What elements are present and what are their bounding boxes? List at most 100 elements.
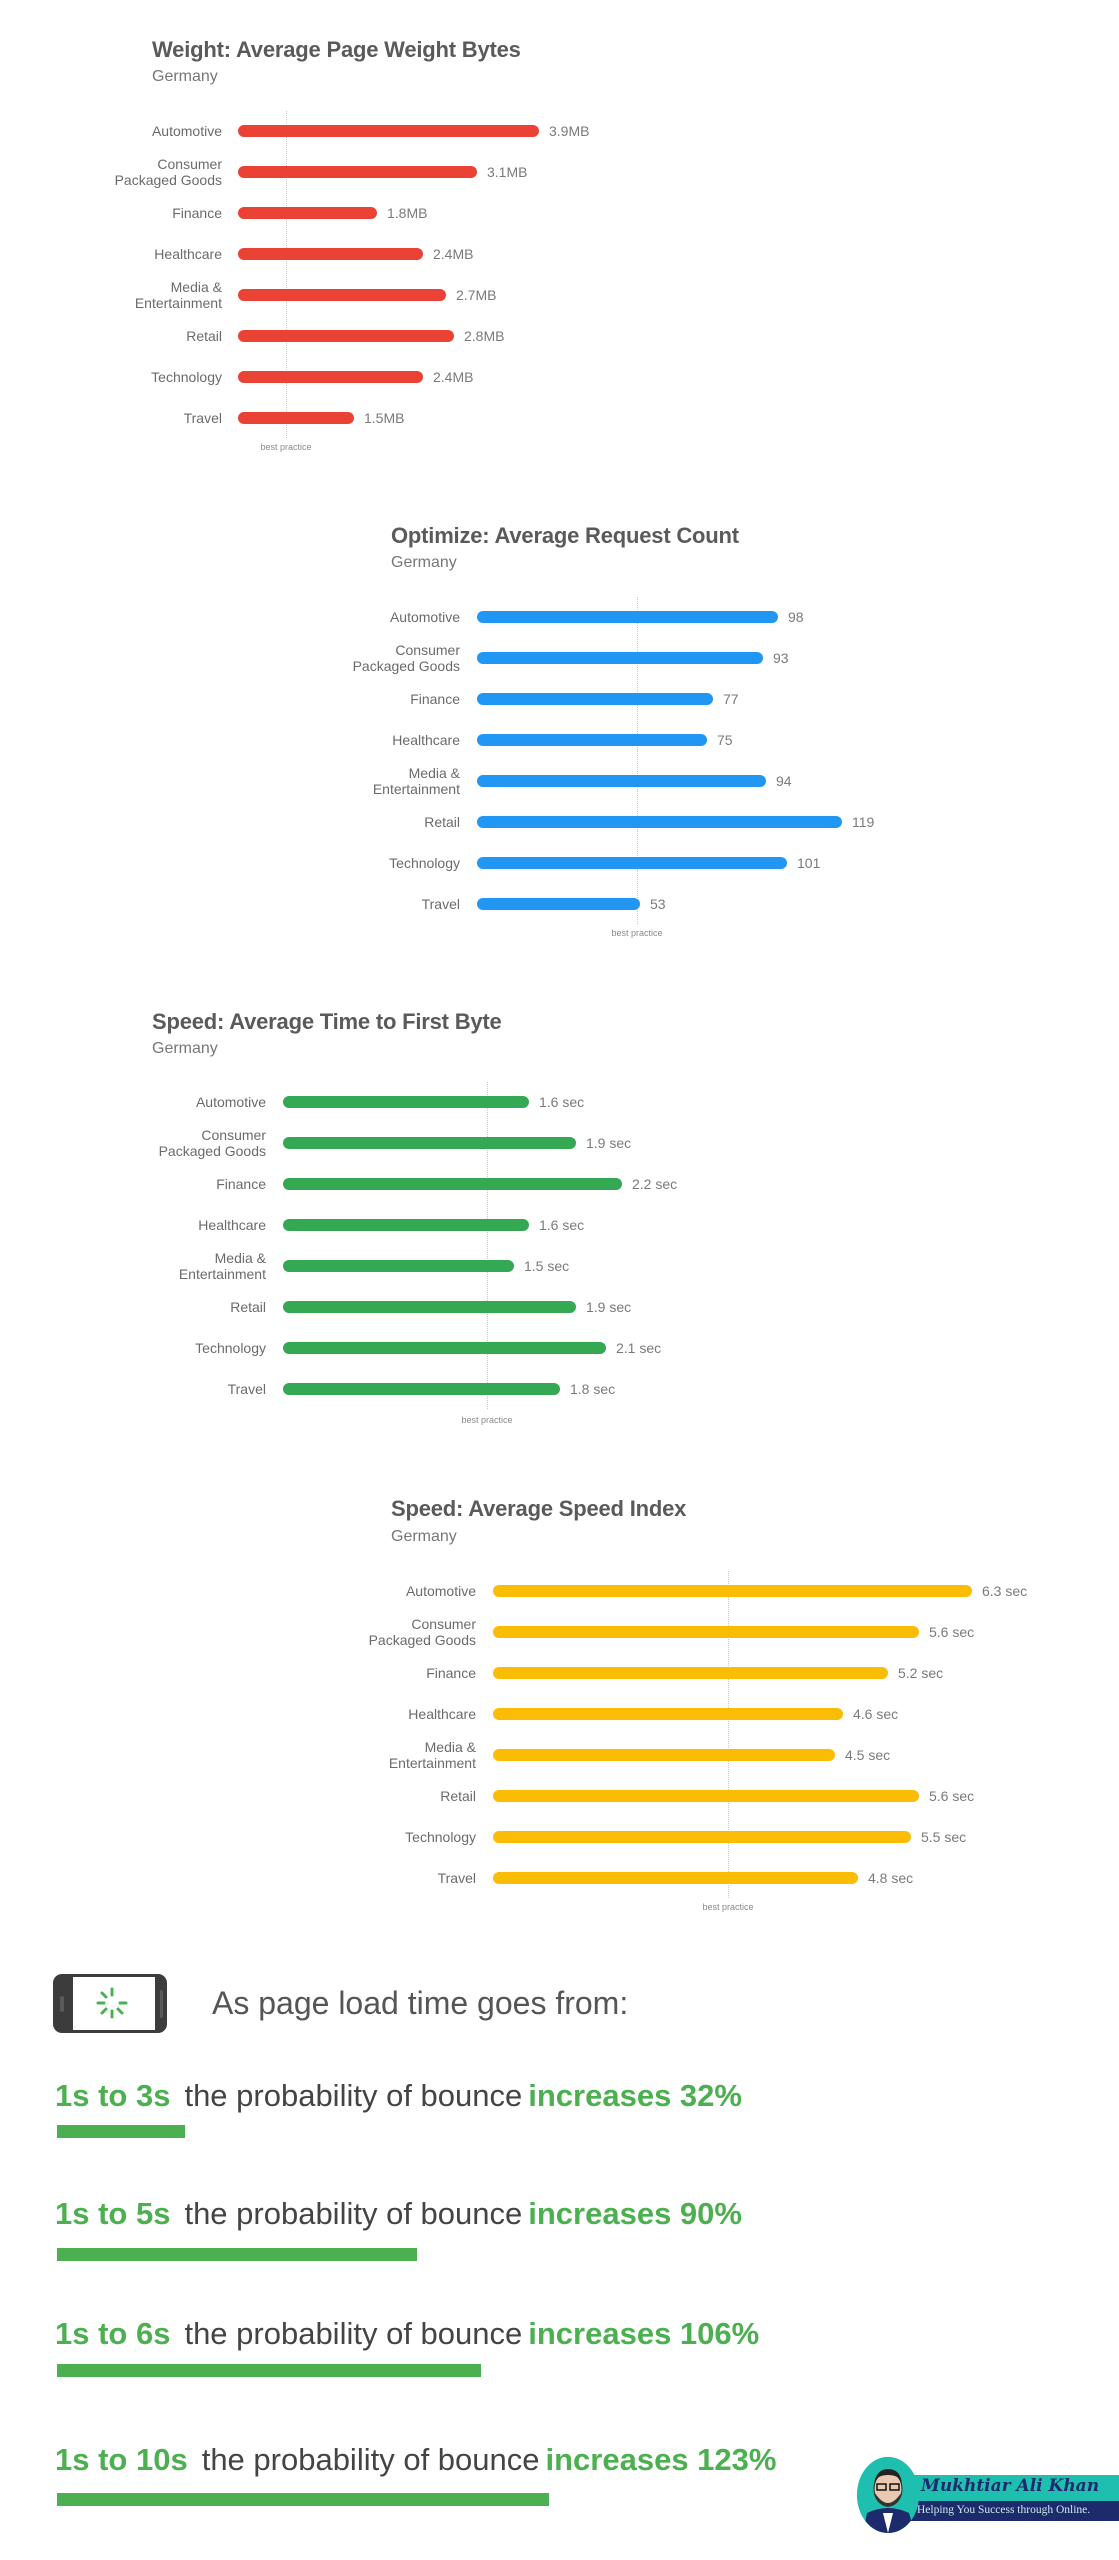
category-label: Healthcare [392,732,460,748]
value-label: 1.6 sec [539,1217,585,1233]
bounce-text: the probability of bounce [184,2196,523,2231]
value-label: 5.6 sec [929,1788,975,1804]
value-label: 5.6 sec [929,1624,975,1640]
data-bar [477,611,778,623]
category-label: Automotive [405,1583,476,1599]
data-bar [238,371,423,383]
bounce-row: 1s to 6s the probability of bounce increas… [55,2316,759,2352]
bounce-increase: increases 123% [545,2442,777,2477]
category-label: Travel [437,1870,476,1886]
logo-name: Mukhtiar Ali Khan [921,2476,1100,2496]
data-bar [477,734,707,746]
best-practice-label: best practice [702,1902,754,1912]
category-label: Technology [405,1829,476,1845]
bounce-range: 1s to 3s [55,2078,171,2113]
category-label: Finance [216,1176,266,1192]
value-label: 77 [723,691,739,707]
data-bar [493,1831,911,1843]
data-bar [493,1790,919,1802]
value-label: 119 [852,814,875,830]
logo-name-banner [900,2475,1119,2501]
chart-title: Optimize: Average Request Count [391,523,739,548]
category-label: Retail [230,1299,266,1315]
data-bar [238,330,454,342]
value-label: 4.6 sec [853,1706,899,1722]
value-label: 93 [773,650,789,666]
category-label: Retail [424,814,460,830]
category-label: Media & Entertainment [134,279,222,311]
bounce-text: the probability of bounce [184,2078,523,2113]
data-bar [283,1178,622,1190]
data-bar [238,207,377,219]
value-label: 3.9MB [549,123,590,139]
logo-tagline-banner [900,2501,1119,2521]
data-bar [477,898,640,910]
chart-subtitle: Germany [391,554,457,571]
bounce-text: the probability of bounce [184,2316,523,2351]
data-bar [238,125,539,137]
chart-title: Speed: Average Speed Index [391,1496,687,1521]
data-bar [238,289,446,301]
data-bar [283,1301,576,1313]
best-practice-label: best practice [461,1415,513,1425]
data-bar [238,412,354,424]
data-bar [477,693,713,705]
value-label: 5.2 sec [898,1665,944,1681]
category-label: Technology [151,369,222,385]
data-bar [493,1872,858,1884]
best-practice-line [487,1082,488,1409]
category-label: Travel [227,1381,266,1397]
data-bar [238,248,423,260]
logo-tagline: Helping You Success through Online. [917,2504,1091,2516]
value-label: 1.9 sec [586,1299,632,1315]
value-label: 94 [776,773,792,789]
bounce-range: 1s to 5s [55,2196,171,2231]
chart-title: Speed: Average Time to First Byte [152,1009,502,1034]
chart-subtitle: Germany [152,68,218,85]
best-practice-line [637,597,638,924]
category-label: Travel [421,896,460,912]
category-label: Media & Entertainment [388,1739,476,1771]
data-bar [493,1749,835,1761]
value-label: 53 [650,896,666,912]
category-label: Technology [389,855,460,871]
category-label: Consumer Packaged Goods [352,642,460,674]
best-practice-line [728,1571,729,1898]
data-bar [283,1219,529,1231]
bounce-row: 1s to 10s the probability of bounce increa… [55,2442,776,2478]
best-practice-line [286,111,287,438]
value-label: 3.1MB [487,164,528,180]
data-bar [283,1260,514,1272]
bounce-range: 1s to 10s [55,2442,188,2477]
bounce-increase: increases 106% [528,2316,760,2351]
bounce-row: 1s to 3s the probability of bounce increas… [55,2078,742,2114]
value-label: 6.3 sec [982,1583,1028,1599]
category-label: Consumer Packaged Goods [114,156,222,188]
category-label: Healthcare [198,1217,266,1233]
category-label: Automotive [195,1094,266,1110]
data-bar [477,857,787,869]
data-bar [477,816,842,828]
data-bar [283,1342,606,1354]
data-bar [238,166,477,178]
value-label: 5.5 sec [921,1829,967,1845]
data-bar [493,1626,919,1638]
value-label: 98 [788,609,804,625]
best-practice-label: best practice [611,928,663,938]
bounce-increase: increases 90% [528,2196,742,2231]
bounce-bar [57,2125,185,2138]
category-label: Retail [186,328,222,344]
category-label: Media & Entertainment [372,765,460,797]
category-label: Healthcare [154,246,222,262]
value-label: 2.4MB [433,369,474,385]
value-label: 101 [797,855,821,871]
category-label: Consumer Packaged Goods [368,1616,476,1648]
chart-title: Weight: Average Page Weight Bytes [152,37,521,62]
bounce-bar [57,2248,417,2261]
value-label: 1.8MB [387,205,428,221]
value-label: 1.5 sec [524,1258,570,1274]
category-label: Retail [440,1788,476,1804]
value-label: 1.5MB [364,410,405,426]
value-label: 1.9 sec [586,1135,632,1151]
best-practice-label: best practice [260,442,312,452]
